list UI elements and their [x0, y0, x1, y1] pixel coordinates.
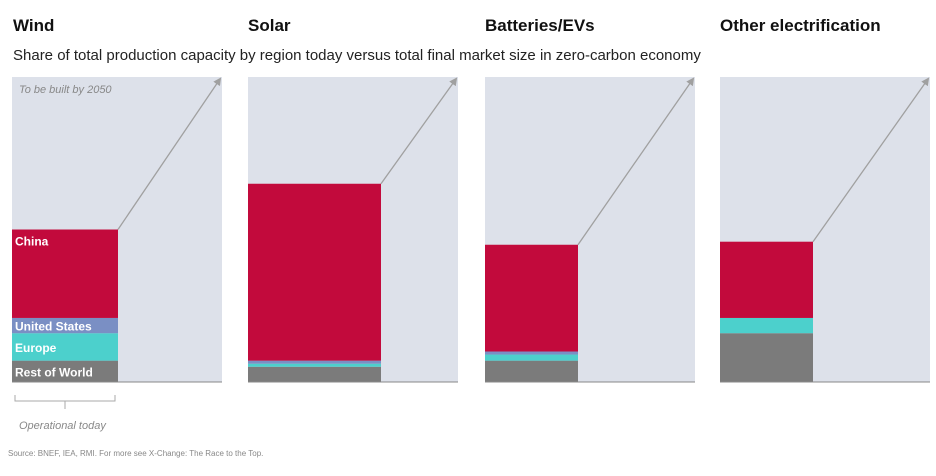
- panel-title-solar: Solar: [248, 16, 291, 35]
- series-label-united-states: United States: [15, 320, 92, 334]
- series-label-china: China: [15, 235, 49, 249]
- growth-arrow-batteries-evs: [577, 77, 695, 246]
- panel-title-wind: Wind: [13, 16, 55, 35]
- operational-today-bracket: [14, 395, 116, 409]
- operational-today-annotation: Operational today: [19, 420, 107, 432]
- bar-other-electrification-rest-of-world: [720, 333, 813, 382]
- growth-arrow-wind: [117, 77, 222, 230]
- bar-solar-china: [248, 183, 381, 361]
- bar-wind-europe: [12, 333, 118, 361]
- bar-other-electrification-china: [720, 241, 813, 318]
- bar-other-electrification-europe: [720, 317, 813, 334]
- panels-group: Rest of World Europe United States China: [12, 77, 930, 383]
- series-label-europe: Europe: [15, 341, 57, 355]
- bar-batteries-evs-united-states: [485, 351, 578, 355]
- bar-wind-united-states: [12, 317, 118, 334]
- bar-batteries-evs-rest-of-world: [485, 360, 578, 382]
- growth-arrow-other-electrification: [812, 77, 930, 243]
- growth-arrow-solar: [380, 77, 458, 185]
- panel-title-other-electrification: Other electrification: [720, 16, 881, 35]
- source-note: Source: BNEF, IEA, RMI. For more see X-C…: [8, 449, 264, 458]
- series-label-rest-of-world: Rest of World: [15, 365, 93, 379]
- chart-subtitle: Share of total production capacity by re…: [13, 47, 701, 64]
- bar-solar-europe: [248, 363, 381, 367]
- bar-solar-rest-of-world: [248, 366, 381, 382]
- to-be-built-annotation: To be built by 2050: [19, 84, 112, 96]
- panel-title-batteries-evs: Batteries/EVs: [485, 16, 595, 35]
- bar-solar-united-states: [248, 360, 381, 364]
- bar-wind-rest-of-world: [12, 360, 118, 382]
- bar-wind-china: [12, 229, 118, 318]
- bar-batteries-evs-china: [485, 244, 578, 352]
- bar-batteries-evs-europe: [485, 354, 578, 361]
